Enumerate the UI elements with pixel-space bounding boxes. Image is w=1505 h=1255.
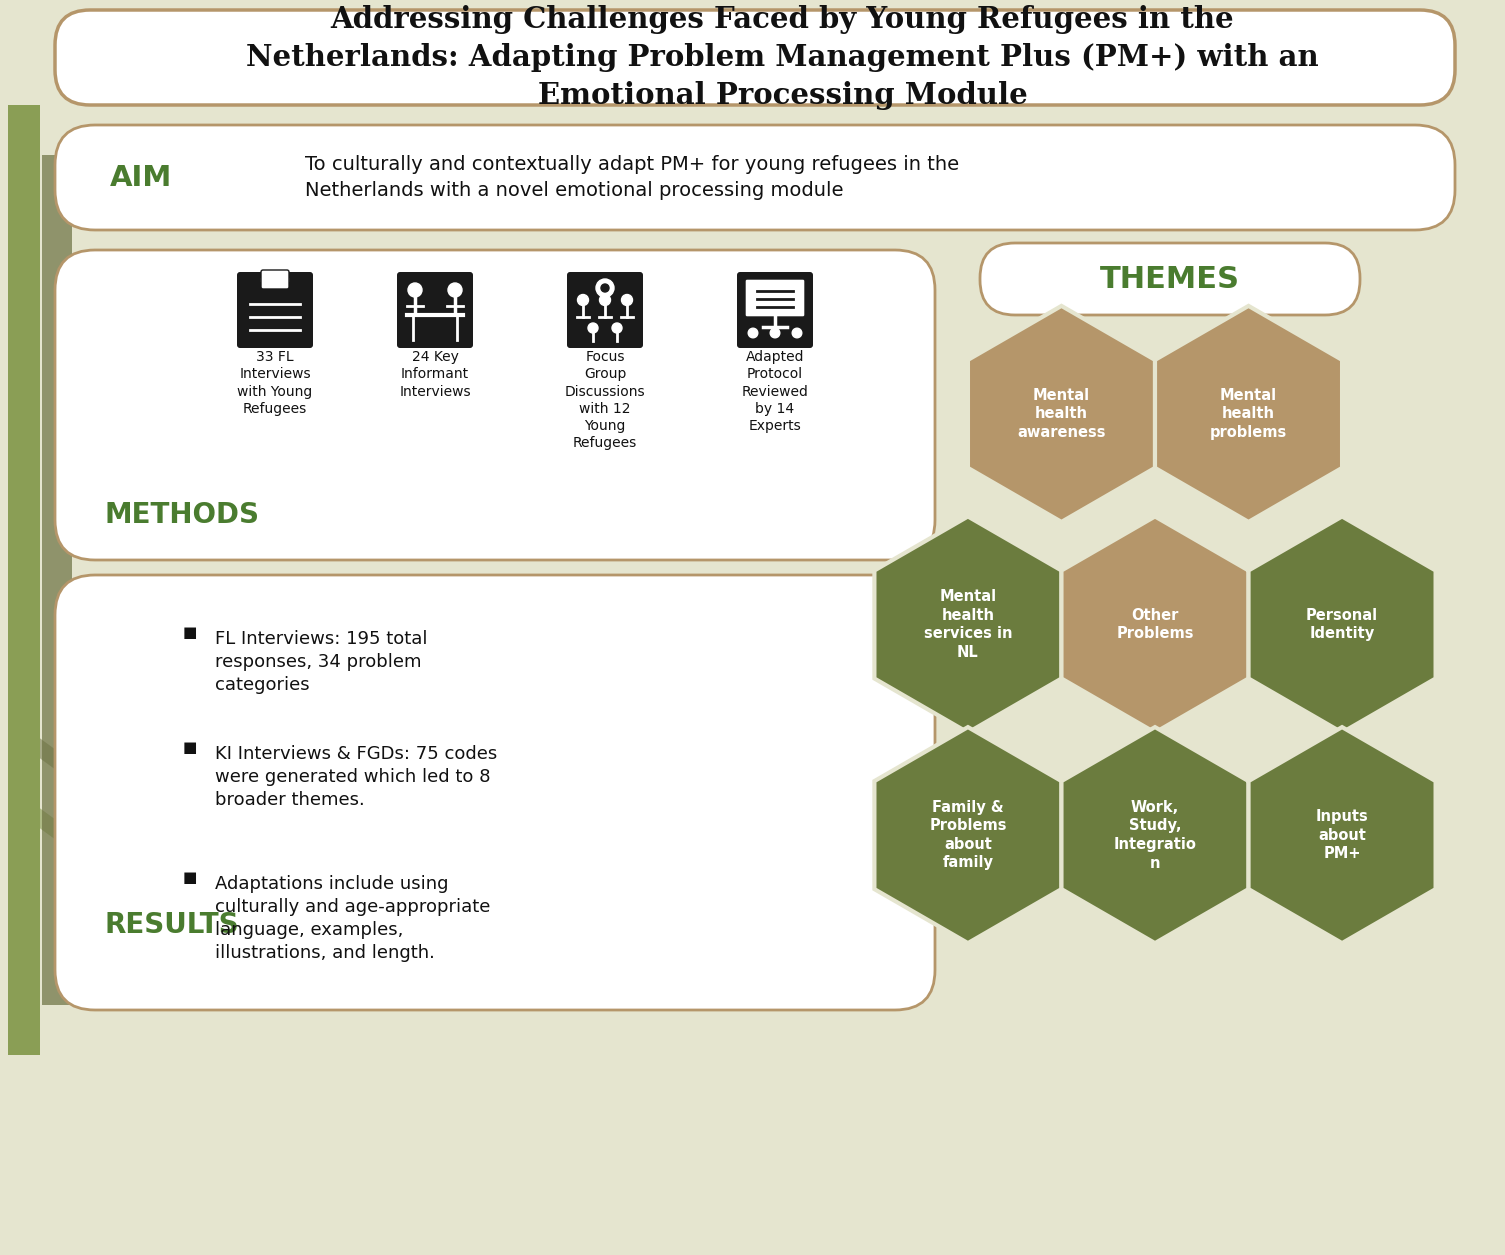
FancyBboxPatch shape <box>56 250 935 560</box>
Text: METHODS: METHODS <box>105 501 260 530</box>
FancyBboxPatch shape <box>737 272 813 348</box>
Circle shape <box>622 295 632 305</box>
Circle shape <box>448 282 462 297</box>
Text: ■: ■ <box>182 625 197 640</box>
Text: Mental
health
problems: Mental health problems <box>1210 388 1287 441</box>
FancyBboxPatch shape <box>980 243 1361 315</box>
Text: Adapted
Protocol
Reviewed
by 14
Experts: Adapted Protocol Reviewed by 14 Experts <box>742 350 808 433</box>
Circle shape <box>748 329 759 338</box>
Circle shape <box>599 295 611 305</box>
Polygon shape <box>42 156 72 1005</box>
FancyBboxPatch shape <box>236 272 313 348</box>
FancyBboxPatch shape <box>56 10 1455 105</box>
Text: ■: ■ <box>182 740 197 756</box>
Circle shape <box>771 329 780 338</box>
Polygon shape <box>1154 306 1342 522</box>
Polygon shape <box>8 784 104 875</box>
FancyBboxPatch shape <box>397 272 473 348</box>
Polygon shape <box>1249 517 1436 733</box>
Circle shape <box>596 279 614 297</box>
Text: AIM: AIM <box>110 163 173 192</box>
Text: Focus
Group
Discussions
with 12
Young
Refugees: Focus Group Discussions with 12 Young Re… <box>564 350 646 451</box>
Circle shape <box>408 282 421 297</box>
FancyBboxPatch shape <box>745 279 805 318</box>
FancyBboxPatch shape <box>567 272 643 348</box>
Text: Adaptations include using
culturally and age-appropriate
language, examples,
ill: Adaptations include using culturally and… <box>215 875 491 961</box>
Circle shape <box>578 295 588 305</box>
Text: RESULTS: RESULTS <box>105 911 239 939</box>
FancyBboxPatch shape <box>8 105 41 1055</box>
Text: Mental
health
services in
NL: Mental health services in NL <box>924 589 1013 660</box>
Polygon shape <box>1061 517 1249 733</box>
Circle shape <box>600 284 610 292</box>
Text: Mental
health
awareness: Mental health awareness <box>1017 388 1106 441</box>
FancyBboxPatch shape <box>56 575 935 1010</box>
Text: ■: ■ <box>182 870 197 885</box>
Text: Family &
Problems
about
family: Family & Problems about family <box>929 799 1007 871</box>
Text: Inputs
about
PM+: Inputs about PM+ <box>1315 809 1368 861</box>
Text: 24 Key
Informant
Interviews: 24 Key Informant Interviews <box>399 350 471 399</box>
FancyBboxPatch shape <box>260 270 289 289</box>
Circle shape <box>588 323 597 333</box>
Polygon shape <box>968 306 1154 522</box>
Polygon shape <box>874 517 1061 733</box>
Text: FL Interviews: 195 total
responses, 34 problem
categories: FL Interviews: 195 total responses, 34 p… <box>215 630 427 694</box>
Text: Addressing Challenges Faced by Young Refugees in the
Netherlands: Adapting Probl: Addressing Challenges Faced by Young Ref… <box>247 5 1318 110</box>
FancyBboxPatch shape <box>56 126 1455 230</box>
Text: Personal
Identity: Personal Identity <box>1306 607 1379 641</box>
Text: Work,
Study,
Integratio
n: Work, Study, Integratio n <box>1114 799 1196 871</box>
Polygon shape <box>874 727 1061 943</box>
Text: THEMES: THEMES <box>1100 265 1240 294</box>
Circle shape <box>792 329 802 338</box>
Text: To culturally and contextually adapt PM+ for young refugees in the
Netherlands w: To culturally and contextually adapt PM+… <box>306 156 959 200</box>
Text: 33 FL
Interviews
with Young
Refugees: 33 FL Interviews with Young Refugees <box>238 350 313 415</box>
Polygon shape <box>8 715 104 804</box>
Polygon shape <box>1061 727 1249 943</box>
Text: Other
Problems: Other Problems <box>1117 607 1193 641</box>
Circle shape <box>613 323 622 333</box>
Text: KI Interviews & FGDs: 75 codes
were generated which led to 8
broader themes.: KI Interviews & FGDs: 75 codes were gene… <box>215 745 497 808</box>
Polygon shape <box>1249 727 1436 943</box>
